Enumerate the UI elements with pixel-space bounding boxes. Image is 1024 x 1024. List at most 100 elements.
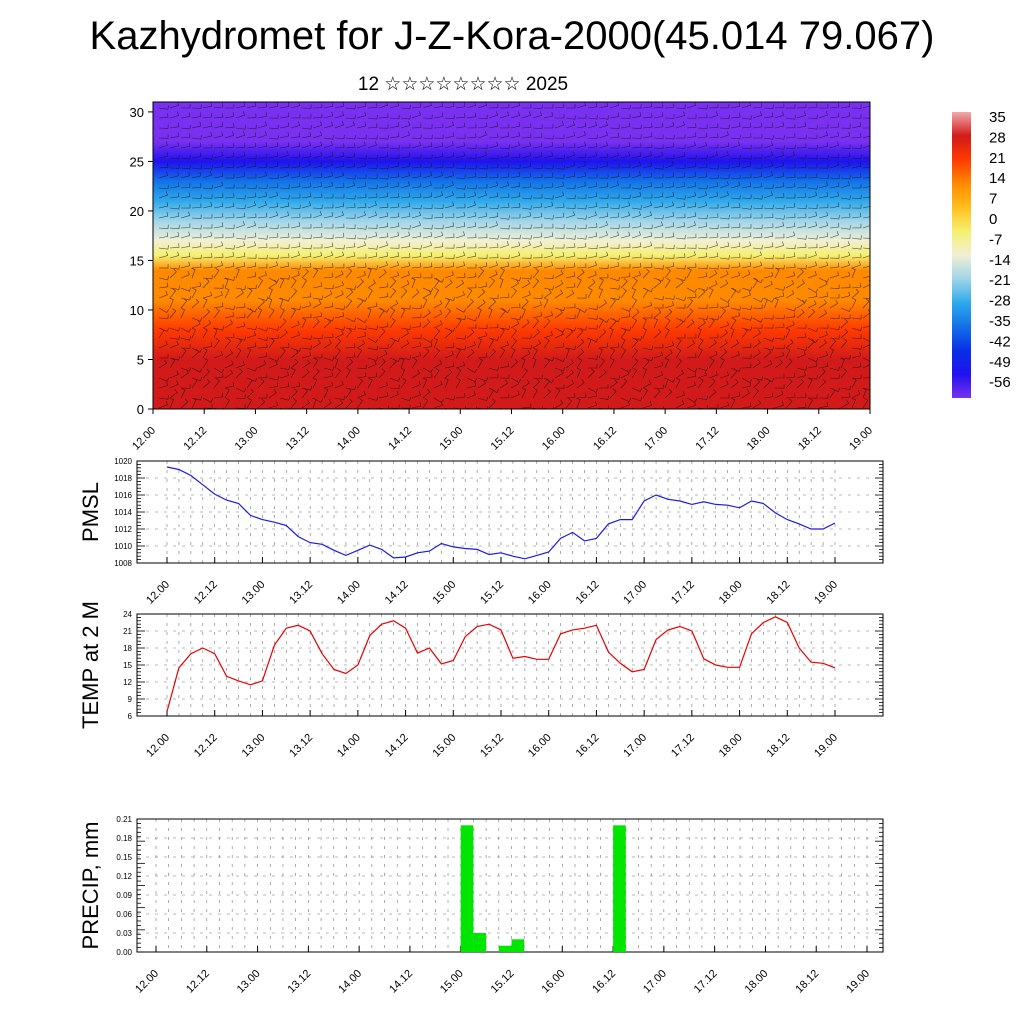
x-tick-label: 16.12 <box>574 579 602 607</box>
colorbar-label: 28 <box>989 129 1006 146</box>
x-tick-label: 12.12 <box>192 732 220 760</box>
x-tick-label: 14.12 <box>383 579 411 607</box>
x-tick-label: 17.00 <box>621 732 649 760</box>
colorbar-label: -7 <box>989 231 1002 248</box>
y-tick-label: 0 <box>137 402 144 417</box>
x-tick-label: 17.12 <box>669 579 697 607</box>
colorbar-label: 7 <box>989 191 997 208</box>
colorbar-label: -42 <box>989 333 1011 350</box>
x-tick-label: 18.12 <box>793 968 821 996</box>
x-tick-label: 15.00 <box>430 579 458 607</box>
panel-frame <box>136 818 884 953</box>
x-tick-label: 15.00 <box>437 425 465 453</box>
date-subtitle: 12 ☆☆☆☆☆☆☆☆ 2025 <box>357 74 569 95</box>
x-tick-label: 16.00 <box>526 732 554 760</box>
colorbar-label: -14 <box>989 252 1011 269</box>
y-tick-label: 25 <box>130 154 144 169</box>
x-tick-label: 16.12 <box>591 425 619 453</box>
colorbar-label: -49 <box>989 354 1011 371</box>
precip-panel: 0.00 0.03 0.06 0.09 0.12 0.15 0.18 0.21 12.00 12.… <box>78 815 884 996</box>
temperature-field <box>153 102 870 409</box>
y-tick-label: 0.15 <box>116 853 132 862</box>
x-tick-label: 18.12 <box>764 732 792 760</box>
y-tick-label: 1018 <box>114 474 132 483</box>
x-tick-label: 16.00 <box>539 968 567 996</box>
x-tick-label: 13.00 <box>233 425 261 453</box>
y-tick-label: 6 <box>128 712 133 721</box>
precip-bar <box>460 825 474 952</box>
x-tick-label: 13.12 <box>284 425 312 453</box>
x-tick-label: 14.00 <box>336 968 364 996</box>
y-tick-label: 21 <box>123 627 132 636</box>
y-tick-label: 5 <box>137 352 144 367</box>
x-tick-label: 15.12 <box>489 968 517 996</box>
precip-bar <box>613 825 626 952</box>
grid <box>137 818 883 953</box>
x-tick-label: 15.00 <box>438 968 466 996</box>
x-tick-label: 13.12 <box>287 732 315 760</box>
x-tick-label: 16.00 <box>540 425 568 453</box>
y-tick-label: 0.06 <box>116 910 132 919</box>
y-tick-label: 0.00 <box>116 948 132 957</box>
colorbar-fill <box>952 112 971 398</box>
page-title: Kazhydromet for J-Z-Kora-2000(45.014 79.… <box>89 14 935 58</box>
y-axis-title: PRECIP, mm <box>78 822 103 950</box>
x-tick-label: 13.12 <box>286 968 314 996</box>
x-tick-label: 16.12 <box>590 968 618 996</box>
y-tick-label: 20 <box>130 204 144 219</box>
temp-series-line <box>166 616 836 712</box>
x-tick-label: 13.00 <box>240 579 268 607</box>
y-axis-title: PMSL <box>78 482 103 542</box>
y-tick-label: 18 <box>123 644 132 653</box>
grid <box>137 460 883 564</box>
colorbar-label: 0 <box>989 211 997 228</box>
y-tick-label: 0.09 <box>116 891 132 900</box>
x-tick-label: 12.00 <box>144 732 172 760</box>
y-tick-label: 9 <box>128 695 133 704</box>
x-tick-label: 17.12 <box>694 425 722 453</box>
x-tick-label: 15.12 <box>478 579 506 607</box>
colorbar-label: 21 <box>989 150 1006 167</box>
y-tick-label: 0.21 <box>116 815 132 824</box>
x-tick-label: 12.12 <box>181 425 209 453</box>
colorbar-label: -28 <box>989 293 1011 310</box>
precip-bar <box>511 939 525 952</box>
precip-bar <box>473 933 487 952</box>
x-tick-label: 17.00 <box>621 579 649 607</box>
y-tick-label: 1014 <box>114 508 132 517</box>
y-tick-label: 1010 <box>114 542 132 551</box>
y-tick-label: 30 <box>130 105 144 120</box>
x-tick-label: 14.12 <box>383 732 411 760</box>
panel-frame <box>136 613 884 717</box>
y-tick-label: 0.18 <box>116 834 132 843</box>
y-tick-label: 1016 <box>114 491 132 500</box>
x-tick-label: 17.00 <box>641 968 669 996</box>
pmsl-series-line <box>166 466 836 560</box>
x-tick-label: 18.00 <box>743 968 771 996</box>
x-tick-label: 12.12 <box>192 579 220 607</box>
colorbar-label: -21 <box>989 272 1011 289</box>
x-tick-label: 17.00 <box>642 425 670 453</box>
x-tick-label: 12.00 <box>130 425 158 453</box>
cross-section-panel: 0 5 10 15 20 25 30 12.00 12.12 13.00 13.12 14.00 14.… <box>130 101 875 453</box>
x-tick-label: 15.12 <box>478 732 506 760</box>
panel-frame <box>136 460 884 564</box>
y-tick-label: 0.12 <box>116 872 132 881</box>
x-tick-label: 18.00 <box>717 579 745 607</box>
colorbar-label: -35 <box>989 313 1011 330</box>
wind-barbs <box>158 102 870 409</box>
y-tick-label: 12 <box>123 678 132 687</box>
temp2m-panel: 6 9 12 15 18 21 24 12.00 12.12 13.00 13.12 14.00 14.… <box>78 601 884 760</box>
colorbar-label: 14 <box>989 170 1006 187</box>
x-tick-label: 13.00 <box>235 968 263 996</box>
x-tick-label: 13.12 <box>287 579 315 607</box>
x-tick-label: 14.00 <box>335 732 363 760</box>
x-tick-label: 16.12 <box>574 732 602 760</box>
y-axis-title: TEMP at 2 M <box>78 601 103 729</box>
x-tick-label: 16.00 <box>526 579 554 607</box>
y-tick-label: 1020 <box>114 457 132 466</box>
x-tick-label: 19.00 <box>847 425 875 453</box>
precip-bar <box>498 945 512 952</box>
x-tick-label: 12.00 <box>144 579 172 607</box>
